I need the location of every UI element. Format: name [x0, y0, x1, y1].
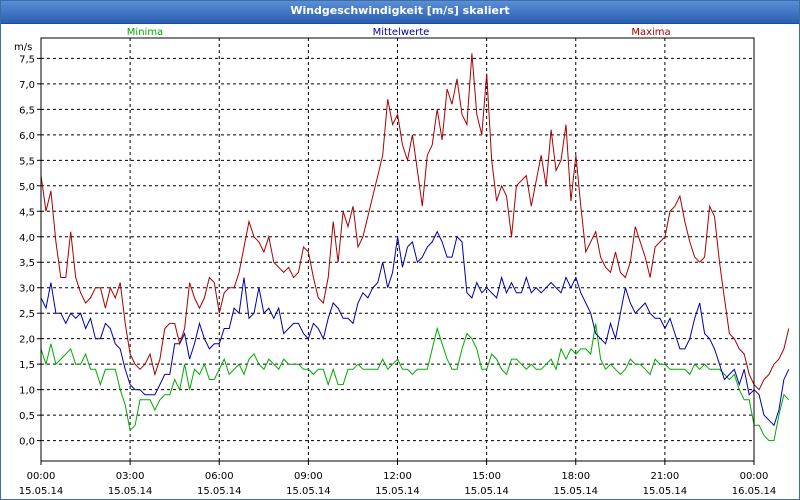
y-tick-label: 1,0: [19, 386, 35, 397]
x-tick-time: 15:00: [472, 471, 501, 482]
x-tick-time: 18:00: [561, 471, 590, 482]
x-tick-time: 00:00: [740, 471, 769, 482]
chart-title: Windgeschwindigkeit [m/s] skaliert: [290, 4, 510, 17]
legend-maxima: Maxima: [631, 27, 670, 38]
series-line-avg: [40, 230, 790, 427]
y-tick-label: 5,0: [19, 182, 35, 193]
x-tick-date: 15.05.14: [464, 486, 509, 497]
x-tick-time: 00:00: [27, 471, 56, 482]
legend-mittelwerte: Mittelwerte: [373, 27, 430, 38]
y-axis-unit-label: m/s: [14, 42, 32, 53]
y-tick-label: 2,5: [19, 309, 35, 320]
x-tick-date: 15.05.14: [553, 486, 598, 497]
y-tick-label: 0,5: [19, 411, 35, 422]
legend-minima: Minima: [127, 27, 163, 38]
x-tick-date: 15.05.14: [197, 486, 242, 497]
y-tick-label: 4,5: [19, 207, 35, 218]
x-tick-date: 15.05.14: [19, 486, 64, 497]
series-line-max: [40, 53, 790, 391]
y-tick-label: 4,0: [19, 233, 35, 244]
y-tick-label: 1,5: [19, 360, 35, 371]
y-tick-label: 5,5: [19, 156, 35, 167]
x-tick-date: 15.05.14: [643, 486, 688, 497]
y-tick-label: 7,5: [19, 54, 35, 65]
y-tick-label: 3,0: [19, 284, 35, 295]
x-tick-date: 15.05.14: [108, 486, 153, 497]
x-tick-time: 12:00: [383, 471, 412, 482]
x-tick-date: 15.05.14: [286, 486, 331, 497]
y-tick-label: 0,0: [19, 437, 35, 448]
x-tick-time: 21:00: [650, 471, 679, 482]
y-tick-label: 2,0: [19, 335, 35, 346]
series-line-min: [40, 323, 790, 442]
y-tick-label: 3,5: [19, 258, 35, 269]
y-tick-label: 6,5: [19, 105, 35, 116]
x-tick-time: 03:00: [116, 471, 145, 482]
title-bar: Windgeschwindigkeit [m/s] skaliert: [1, 1, 799, 24]
x-tick-date: 16.05.14: [732, 486, 777, 497]
x-tick-date: 15.05.14: [375, 486, 420, 497]
x-tick-time: 06:00: [205, 471, 234, 482]
x-tick-time: 09:00: [294, 471, 323, 482]
y-tick-label: 6,0: [19, 131, 35, 142]
y-tick-label: 7,0: [19, 80, 35, 91]
